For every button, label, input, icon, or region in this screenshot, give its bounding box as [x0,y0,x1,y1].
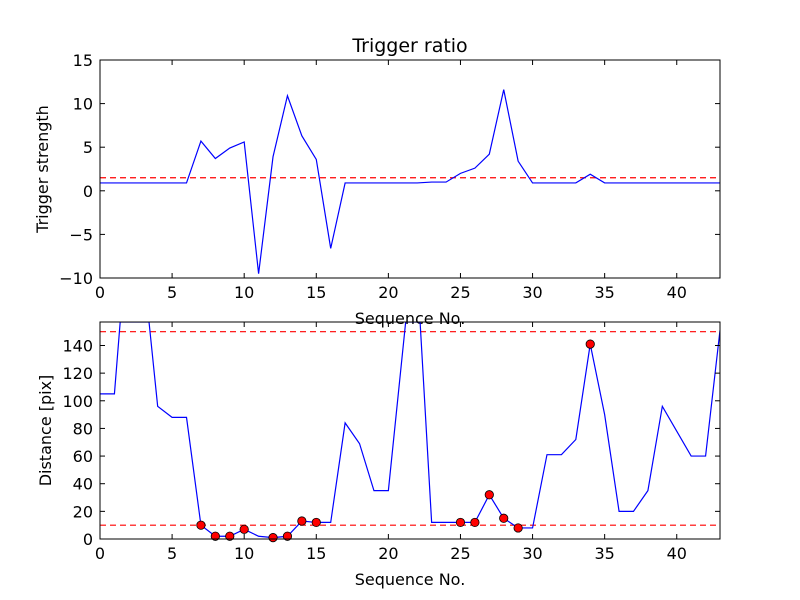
x-tick-label: 25 [450,283,470,302]
data-point-marker [484,490,494,500]
data-point-marker [225,531,235,541]
y-tick-label: 0 [83,530,93,549]
y-axis-label: Trigger strength [33,105,52,234]
y-tick-label: 10 [73,95,93,114]
data-point-marker [282,531,293,541]
data-point-marker [239,524,249,534]
data-point-marker [499,513,509,523]
y-tick-label: 100 [62,392,93,411]
y-tick-label: 5 [83,138,93,157]
x-tick-label: 20 [378,283,398,302]
data-series-line [100,89,720,274]
data-point-marker [470,517,480,528]
x-tick-label: 40 [667,544,687,563]
data-point-marker [196,520,206,530]
data-point-marker [210,531,220,541]
x-tick-label: 30 [522,283,542,302]
x-tick-label: 5 [167,283,177,302]
data-point-marker [455,517,466,528]
x-tick-label: 0 [95,544,105,563]
x-tick-label: 30 [522,544,542,563]
x-tick-label: 10 [234,283,254,302]
x-tick-label: 0 [95,283,105,302]
data-point-marker [268,533,278,543]
x-tick-label: 40 [667,283,687,302]
y-tick-label: −10 [59,269,93,288]
chart-title: Trigger ratio [351,35,467,57]
data-point-marker [585,339,595,349]
y-tick-label: 0 [83,182,93,201]
x-tick-label: 15 [306,283,326,302]
data-point-marker [311,517,321,528]
x-axis-label: Sequence No. [355,309,466,328]
trigger-ratio-chart: 0 5 10 15 20 25 30 35 40 −10 −5 0 5 10 15 Sequence No. T… [33,35,721,328]
y-tick-label: 40 [73,475,93,494]
distance-chart: 0 5 10 15 20 25 30 35 40 0 20 40 60 80 100 120 140 Sequen… [36,321,721,589]
y-axis-label: Distance [pix] [36,375,55,487]
x-tick-label: 10 [234,544,254,563]
x-tick-label: 5 [167,544,177,563]
x-tick-label: 25 [450,544,470,563]
plot-frame [99,59,721,279]
x-tick-label: 35 [594,544,614,563]
x-tick-label: 15 [306,544,326,563]
x-axis-label: Sequence No. [355,570,466,589]
plot-frame [99,321,721,540]
data-series-line [100,322,720,539]
x-tick-label: 20 [378,544,398,563]
y-tick-label: 20 [73,502,93,521]
y-tick-label: −5 [69,225,93,244]
data-point-marker [297,516,307,526]
y-tick-label: 60 [73,447,93,466]
x-tick-label: 35 [594,283,614,302]
y-tick-label: 80 [73,419,93,438]
y-tick-label: 120 [62,364,93,383]
y-tick-label: 140 [62,336,93,355]
data-point-marker [513,523,523,533]
y-tick-label: 15 [73,51,93,70]
